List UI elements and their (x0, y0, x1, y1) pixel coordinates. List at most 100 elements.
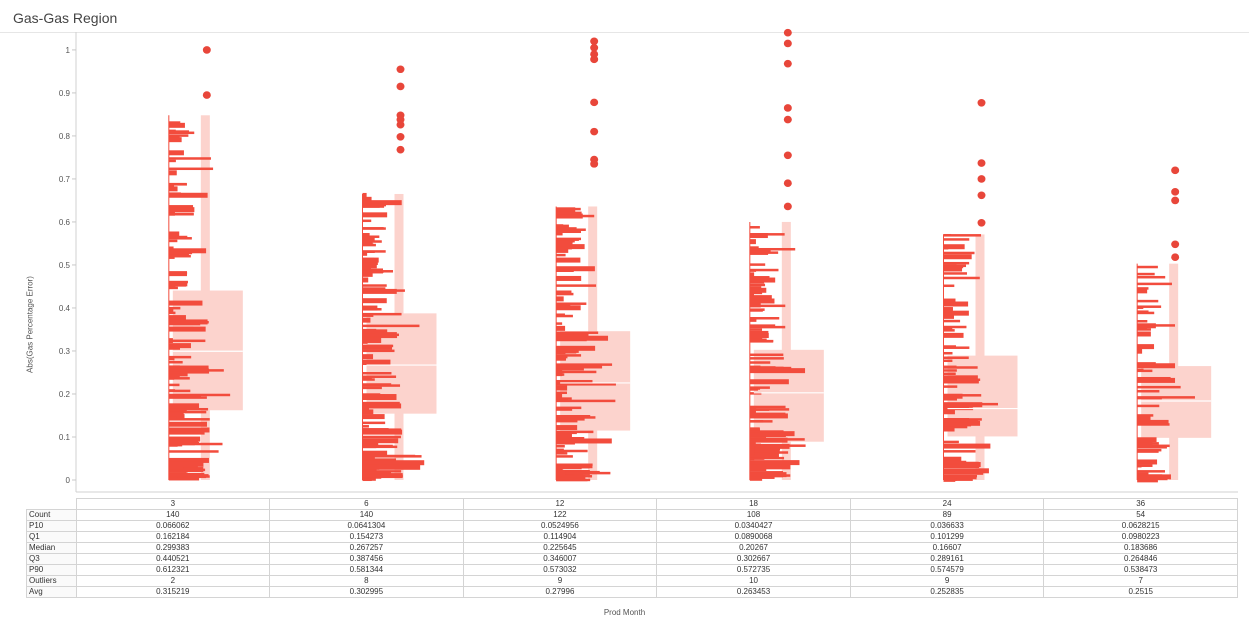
header-corner (27, 499, 77, 510)
histogram-strip (556, 465, 593, 469)
histogram-strip (168, 170, 177, 176)
outlier-point (590, 55, 599, 64)
histogram-strip (943, 468, 989, 474)
histogram-strip (362, 438, 399, 444)
histogram-strip (168, 441, 178, 447)
histogram-strip (168, 473, 190, 477)
histogram-strip (749, 251, 779, 254)
histogram-strip (556, 266, 595, 272)
histogram-strip (556, 448, 564, 454)
histogram-strip (749, 246, 759, 249)
histogram-strip (362, 471, 392, 474)
histogram-strip (168, 193, 187, 197)
histogram-strip (1137, 442, 1153, 448)
histogram-strip (1137, 282, 1172, 286)
histogram-strip (749, 272, 755, 278)
histogram-strip (362, 471, 369, 477)
histogram-strip (362, 375, 397, 378)
histogram-strip (362, 403, 402, 409)
histogram-strip (556, 302, 587, 305)
outlier-point (783, 115, 792, 124)
histogram-strip (749, 263, 766, 266)
histogram-strip (749, 420, 773, 423)
histogram-strip (362, 250, 375, 253)
histogram-strip (556, 419, 578, 423)
histogram-strip (362, 333, 400, 337)
histogram-strip (362, 338, 368, 344)
histogram-strip (556, 296, 564, 302)
y-tick-label: 0.5 (59, 261, 71, 270)
histogram-strip (1137, 446, 1167, 449)
histogram-strip (1137, 389, 1160, 393)
stats-cell: 0.114904 (462, 531, 658, 543)
stats-cell: 8 (269, 575, 464, 587)
histogram-strip (749, 239, 756, 245)
histogram-strip (168, 347, 181, 350)
stats-row-label: Outliers (26, 575, 77, 587)
histogram-strip (168, 251, 193, 255)
stats-cell: 0.0628215 (1043, 520, 1238, 532)
histogram-strip (1137, 396, 1162, 400)
histogram-strip (556, 230, 581, 234)
y-tick-label: 0.1 (59, 433, 71, 442)
histogram-strip (556, 346, 577, 352)
stats-cell: 10 (656, 575, 851, 587)
histogram-strip (168, 395, 201, 399)
histogram-strip (749, 302, 761, 308)
histogram-strip (943, 409, 955, 415)
histogram-strip (1137, 323, 1156, 329)
histogram-strip (1137, 306, 1144, 309)
histogram-strip (749, 298, 775, 304)
histogram-strip (943, 380, 979, 384)
histogram-strip (749, 233, 763, 237)
histogram-strip (556, 393, 563, 399)
histogram-strip (168, 410, 207, 414)
histogram-strip (749, 247, 796, 251)
histogram-strip (362, 468, 377, 472)
histogram-strip (362, 386, 382, 390)
histogram-strip (168, 339, 206, 343)
histogram-strip (1137, 348, 1143, 354)
histogram-strip (943, 418, 982, 421)
histogram-strip (749, 276, 770, 282)
histogram-strip (1137, 369, 1153, 373)
histogram-strip (749, 443, 761, 447)
histogram-strip (362, 239, 373, 245)
histogram-strip (556, 425, 578, 431)
histogram-strip (168, 311, 176, 315)
histogram-strip (362, 402, 371, 408)
histogram-strip (556, 325, 566, 331)
histogram-strip (556, 371, 562, 377)
stats-cell: 0.572735 (656, 564, 851, 576)
histogram-strip (168, 467, 204, 473)
histogram-strip (749, 287, 767, 293)
histogram-strip (943, 251, 975, 255)
histogram-strip (362, 475, 376, 481)
histogram-strip (943, 310, 969, 316)
histogram-strip (168, 374, 175, 380)
histogram-strip (168, 360, 183, 364)
histogram-strip (556, 247, 569, 253)
outlier-point (396, 65, 405, 74)
histogram-strip (362, 349, 395, 353)
histogram-strip (943, 234, 982, 237)
histogram-strip (168, 427, 210, 433)
histogram-strip (943, 402, 983, 408)
statistics-table: 3 6 12 18 24 36 Count 140 140 122 108 89 54 P10 0.066… (26, 498, 1238, 598)
histogram-strip (362, 298, 387, 304)
y-tick-label: 0.6 (59, 218, 71, 227)
histogram-strip (168, 254, 191, 258)
outlier-point (590, 37, 599, 46)
outlier-point (783, 104, 792, 112)
histogram-strip (749, 330, 769, 334)
histogram-strip (943, 375, 974, 379)
stats-cell: 0.2515 (1043, 586, 1238, 598)
stats-cell: 0.263453 (656, 586, 851, 598)
histogram-strip (556, 224, 569, 230)
histogram-strip (1137, 459, 1158, 465)
histogram-strip (749, 408, 790, 411)
histogram-strip (556, 336, 587, 342)
histogram-strip (943, 359, 953, 363)
iqr-box (1141, 366, 1212, 438)
histogram-strip (168, 322, 201, 326)
